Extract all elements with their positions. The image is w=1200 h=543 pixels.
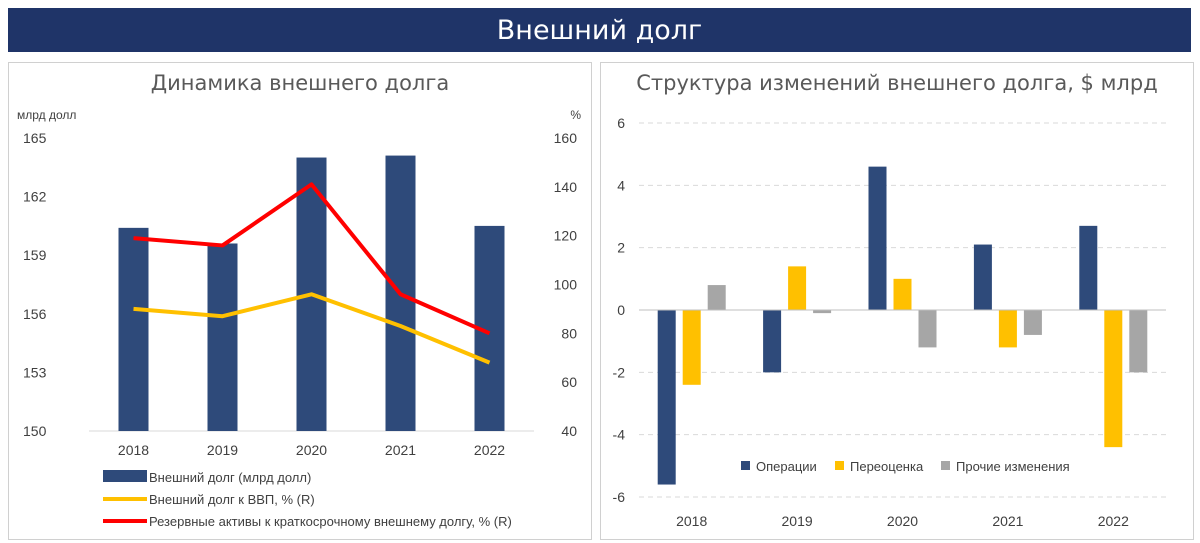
structure-bar: [1104, 310, 1123, 448]
legend-swatch: [741, 461, 750, 470]
right-axis-tick-label: 140: [554, 179, 578, 195]
structure-bar: [868, 166, 887, 310]
y-axis-tick-label: 2: [617, 240, 625, 256]
y-axis-tick-label: 6: [617, 115, 625, 131]
x-axis-tick-label: 2020: [887, 513, 918, 529]
structure-bar: [998, 310, 1017, 348]
debt-bar: [207, 243, 238, 431]
right-axis-tick-label: 100: [554, 277, 578, 293]
debt-bar: [118, 227, 149, 431]
debt-to-gdp-line: [133, 292, 491, 365]
left-axis-unit-label: млрд долл: [17, 108, 76, 122]
right-axis-tick-label: 120: [554, 228, 578, 244]
left-axis-tick-label: 162: [23, 189, 47, 205]
x-axis-tick-label: 2019: [782, 513, 813, 529]
right-axis-unit-label: %: [570, 108, 581, 122]
x-axis-tick-label: 2019: [207, 442, 238, 458]
debt-structure-chart: -6 -4 -2 0 2 4 6 2018 2019 2020 2021 2022 Операции Пе…: [613, 115, 1166, 529]
legend-label: Резервные активы к краткосрочному внешне…: [149, 514, 512, 529]
legend-label: Внешний долг к ВВП, % (R): [149, 492, 315, 507]
structure-bar: [682, 310, 701, 385]
structure-bar: [973, 244, 992, 310]
debt-structure-title: Структура изменений внешнего долга, $ мл…: [636, 71, 1158, 95]
debt-dynamics-title: Динамика внешнего долга: [150, 71, 450, 95]
left-axis-tick-label: 150: [23, 423, 47, 439]
structure-bar: [1079, 225, 1098, 310]
right-axis-tick-label: 40: [561, 423, 577, 439]
structure-bar: [1023, 310, 1042, 335]
legend-label: Переоценка: [850, 459, 924, 474]
structure-bar: [707, 285, 726, 310]
right-axis-tick-label: 60: [561, 374, 577, 390]
x-axis-tick-label: 2020: [296, 442, 327, 458]
x-axis-tick-label: 2022: [474, 442, 505, 458]
y-axis-tick-label: 4: [617, 177, 625, 193]
left-axis-tick-label: 153: [23, 364, 47, 380]
legend-bar-swatch: [103, 470, 147, 482]
legend-swatch: [835, 461, 844, 470]
y-axis-tick-label: -6: [613, 489, 626, 505]
structure-bar: [893, 278, 912, 310]
debt-dynamics-panel: Динамика внешнего долга млрд долл% 150 153…: [8, 62, 592, 540]
structure-bar: [763, 310, 782, 373]
y-axis-tick-label: -2: [613, 364, 626, 380]
right-axis-tick-label: 80: [561, 325, 577, 341]
y-axis-tick-label: -4: [613, 427, 626, 443]
y-axis-tick-label: 0: [617, 302, 625, 318]
legend-swatch: [941, 461, 950, 470]
structure-bar: [813, 310, 832, 314]
structure-bar: [1129, 310, 1148, 373]
left-axis-tick-label: 165: [23, 130, 47, 146]
right-axis-tick-label: 160: [554, 130, 578, 146]
structure-bar: [918, 310, 937, 348]
x-axis-tick-label: 2022: [1098, 513, 1129, 529]
legend-label: Прочие изменения: [956, 459, 1070, 474]
debt-dynamics-chart: млрд долл % 150 153 156 159 162 165 40 60 80 100 120…: [17, 108, 581, 529]
x-axis-tick-label: 2021: [385, 442, 416, 458]
structure-bar: [788, 266, 807, 310]
debt-structure-panel: Структура изменений внешнего долга, $ мл…: [600, 62, 1194, 540]
left-axis-tick-label: 159: [23, 247, 47, 263]
structure-bar: [657, 310, 676, 485]
reserves-ratio-line: [133, 182, 491, 336]
x-axis-tick-label: 2018: [118, 442, 149, 458]
legend-label: Операции: [756, 459, 817, 474]
x-axis-tick-label: 2021: [992, 513, 1023, 529]
x-axis-tick-label: 2018: [676, 513, 707, 529]
legend-label: Внешний долг (млрд долл): [149, 470, 311, 485]
left-axis-tick-label: 156: [23, 306, 47, 322]
page-banner-title: Внешний долг: [8, 8, 1191, 52]
